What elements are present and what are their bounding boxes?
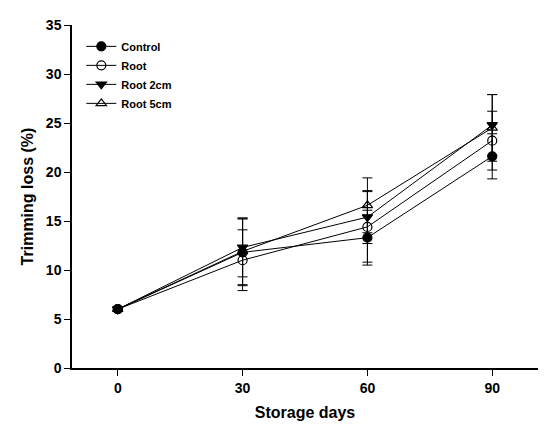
svg-text:Root: Root	[121, 60, 146, 72]
svg-text:35: 35	[46, 17, 62, 33]
svg-text:60: 60	[360, 380, 376, 396]
svg-text:25: 25	[46, 115, 62, 131]
svg-text:30: 30	[235, 380, 251, 396]
svg-text:20: 20	[46, 164, 62, 180]
svg-text:Root 2cm: Root 2cm	[121, 79, 171, 91]
svg-text:15: 15	[46, 213, 62, 229]
svg-text:Storage days: Storage days	[255, 404, 356, 421]
svg-text:90: 90	[484, 380, 500, 396]
svg-text:10: 10	[46, 262, 62, 278]
svg-text:Trimming loss (%): Trimming loss (%)	[19, 128, 36, 266]
svg-text:Control: Control	[121, 41, 160, 53]
svg-text:0: 0	[114, 380, 122, 396]
svg-text:Root 5cm: Root 5cm	[121, 98, 171, 110]
svg-text:5: 5	[54, 311, 62, 327]
svg-text:0: 0	[54, 360, 62, 376]
svg-text:30: 30	[46, 66, 62, 82]
